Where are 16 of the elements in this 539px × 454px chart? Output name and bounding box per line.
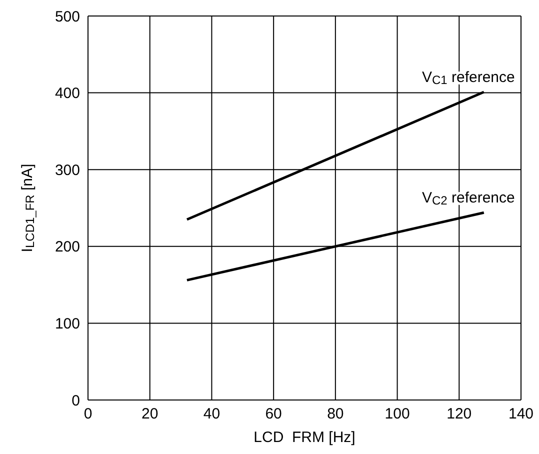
x-tick-label: 140 (508, 406, 534, 423)
y-tick-label: 100 (54, 316, 80, 333)
y-tick-label: 0 (72, 392, 80, 410)
x-tick-label: 0 (84, 406, 92, 423)
y-tick-label: 400 (54, 85, 80, 102)
x-axis-title: LCD FRM [Hz] (254, 429, 356, 446)
y-tick-label: 500 (54, 8, 80, 26)
y-tick-label: 200 (54, 238, 80, 256)
x-tick-label: 120 (446, 406, 472, 423)
y-axis-title: ILCD1_FR [nA] (19, 164, 37, 252)
x-tick-label: 20 (142, 406, 158, 423)
x-tick-label: 60 (265, 406, 282, 423)
x-tick-label: 40 (203, 406, 220, 423)
x-tick-label: 100 (384, 406, 410, 423)
y-tick-label: 300 (54, 162, 80, 179)
x-tick-label: 80 (327, 406, 344, 423)
